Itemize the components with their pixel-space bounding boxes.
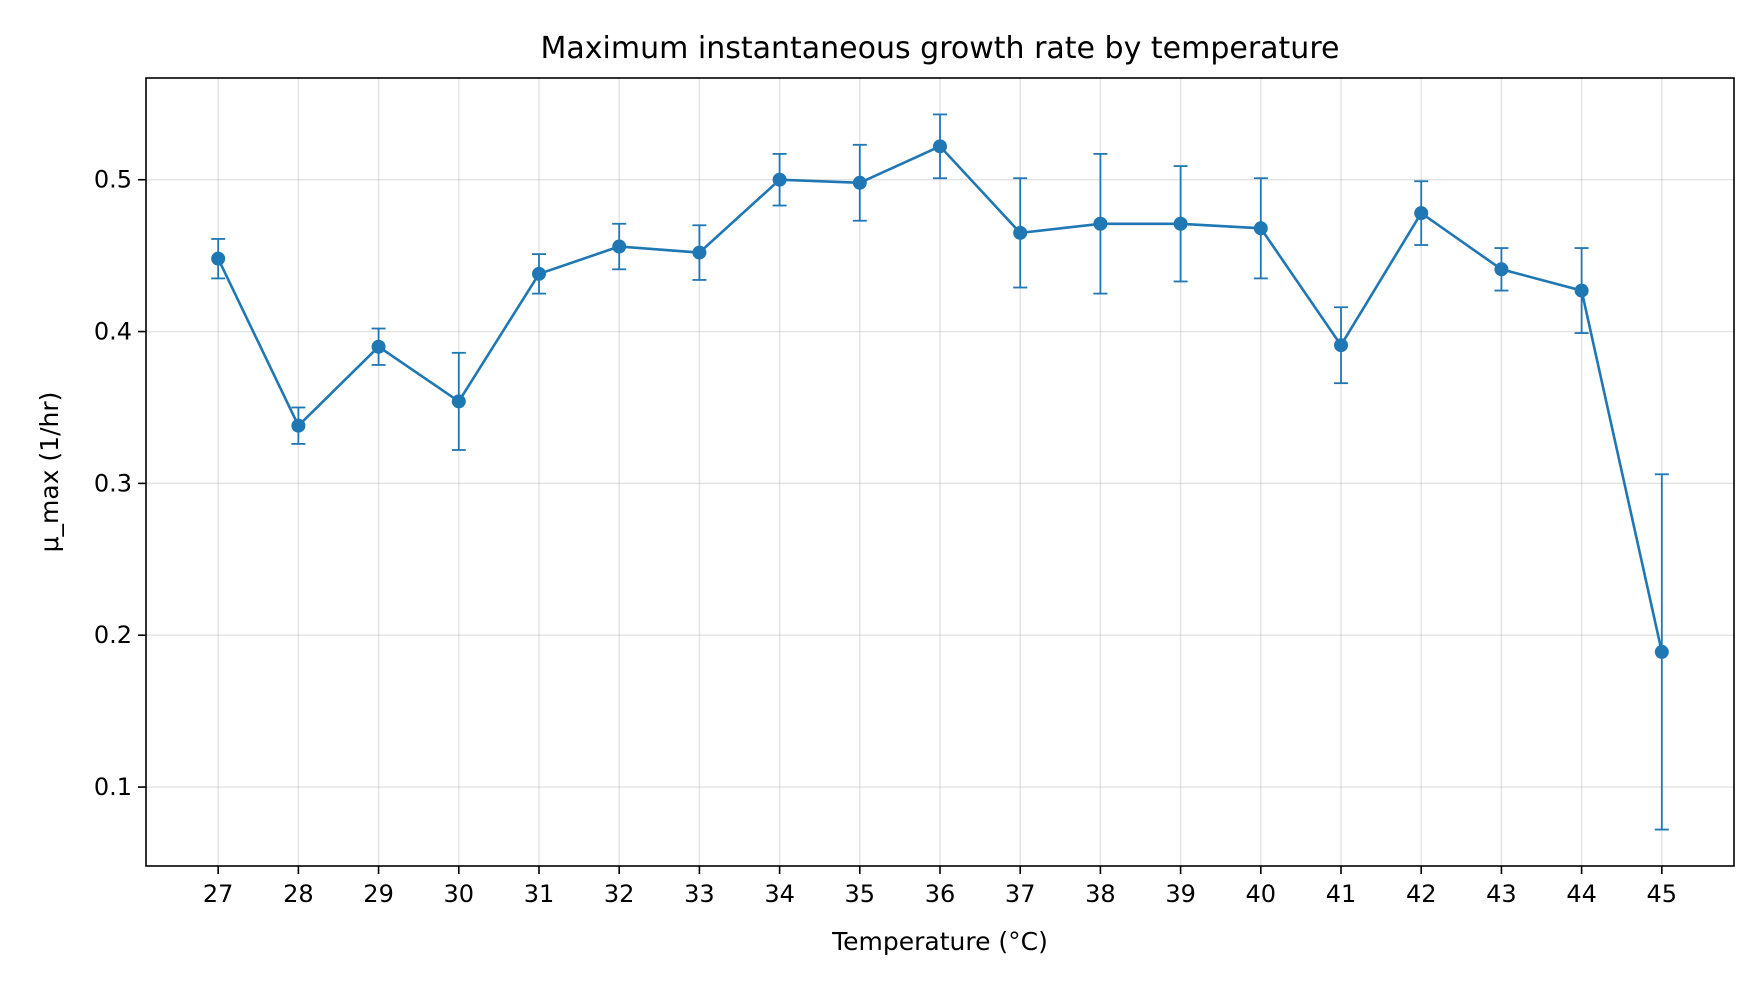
axis-ticks: 27 28 29 30 31 32 33 34 35 36 37 38 39 40 41 42 43 44 45 0.…	[94, 166, 1677, 908]
data-point	[1414, 206, 1429, 221]
data-point	[772, 172, 787, 187]
x-tick-label: 39	[1165, 880, 1196, 908]
y-tick-label: 0.5	[94, 166, 132, 194]
data-point	[612, 239, 627, 254]
data-point	[1334, 338, 1349, 353]
data-point	[852, 175, 867, 190]
data-point	[1574, 283, 1589, 298]
y-axis-label: μ_max (1/hr)	[35, 392, 64, 553]
data-point	[1013, 225, 1028, 240]
x-tick-label: 42	[1406, 880, 1437, 908]
data-point	[531, 266, 546, 281]
x-axis-label: Temperature (°C)	[831, 927, 1048, 956]
data-point	[1093, 216, 1108, 231]
x-tick-label: 30	[444, 880, 475, 908]
data-point	[1494, 262, 1509, 277]
data-point	[371, 339, 386, 354]
x-tick-label: 36	[925, 880, 956, 908]
x-tick-label: 43	[1486, 880, 1517, 908]
x-tick-label: 38	[1085, 880, 1116, 908]
data-point	[933, 139, 947, 154]
x-tick-label: 29	[363, 880, 394, 908]
data-point	[451, 394, 466, 409]
series-layer	[211, 113, 1669, 831]
x-tick-label: 31	[524, 880, 555, 908]
x-tick-label: 33	[684, 880, 715, 908]
x-tick-label: 37	[1005, 880, 1036, 908]
y-tick-label: 0.4	[94, 318, 132, 346]
x-tick-label: 40	[1246, 880, 1277, 908]
x-tick-label: 35	[845, 880, 876, 908]
x-tick-label: 27	[203, 880, 234, 908]
y-tick-label: 0.3	[94, 469, 132, 497]
data-point	[291, 418, 306, 433]
data-point	[1654, 644, 1669, 659]
x-tick-label: 32	[604, 880, 635, 908]
x-tick-label: 41	[1326, 880, 1357, 908]
y-tick-label: 0.1	[94, 773, 132, 801]
x-tick-label: 45	[1647, 880, 1678, 908]
data-point	[1253, 221, 1268, 236]
data-point	[1173, 216, 1188, 231]
y-tick-label: 0.2	[94, 621, 132, 649]
chart-title: Maximum instantaneous growth rate by tem…	[541, 31, 1340, 66]
x-tick-label: 34	[764, 880, 795, 908]
data-point	[692, 245, 707, 260]
x-tick-label: 44	[1566, 880, 1597, 908]
x-tick-label: 28	[283, 880, 314, 908]
data-point	[211, 251, 226, 266]
